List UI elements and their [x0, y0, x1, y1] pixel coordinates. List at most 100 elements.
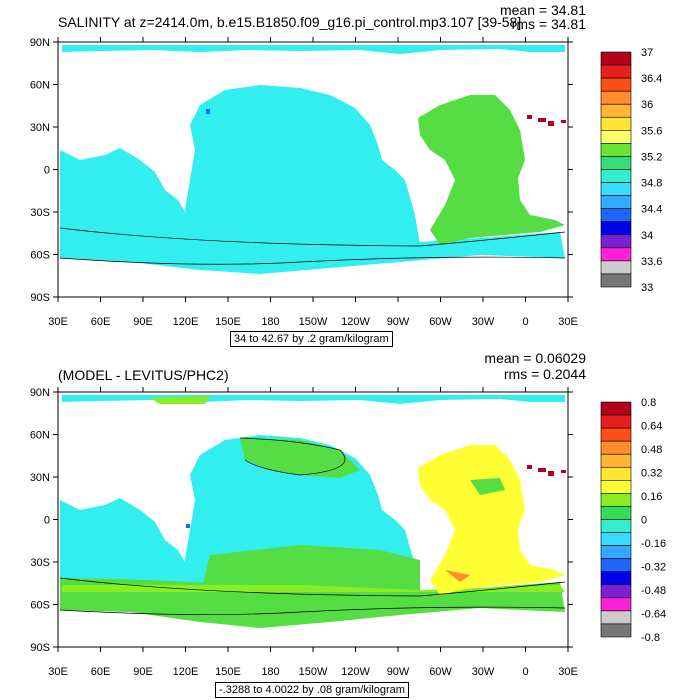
colorbar-label: 37: [641, 47, 653, 59]
lon-label: 60E: [91, 666, 111, 678]
colorbar-swatch: [600, 90, 632, 105]
panel-2-range-label: -.3288 to 4.0022 by .08 gram/kilogram: [215, 682, 409, 698]
lon-label: 90E: [133, 316, 153, 328]
colorbar-swatch: [600, 103, 632, 118]
panel-1-map: [58, 42, 568, 297]
lon-label: 150W: [299, 666, 328, 678]
colorbar-label: 0: [641, 515, 647, 527]
colorbar-label: -0.16: [641, 538, 666, 550]
lon-label: 60W: [429, 316, 452, 328]
lat-label: 30S: [30, 557, 50, 569]
colorbar-swatch: [600, 169, 632, 183]
colorbar-swatch: [600, 182, 632, 196]
colorbar-swatch: [600, 401, 632, 416]
colorbar-swatch: [600, 260, 632, 275]
lat-label: 60S: [30, 250, 50, 262]
colorbar-swatch: [600, 208, 632, 223]
lat-label: 90N: [30, 37, 50, 49]
colorbar-swatch: [600, 64, 632, 79]
colorbar-swatch: [600, 51, 632, 66]
colorbar-swatch: [600, 116, 632, 131]
colorbar-swatch: [600, 545, 632, 559]
lon-label: 150W: [299, 316, 328, 328]
colorbar-swatch: [600, 597, 632, 612]
lon-label: 30W: [472, 316, 495, 328]
panel-2-mean: mean = 0.06029: [484, 350, 586, 366]
colorbar-swatch: [600, 453, 632, 468]
lat-label: 30N: [30, 472, 50, 484]
colorbar-label: -0.64: [641, 609, 666, 621]
panel-2-map: [58, 392, 568, 647]
colorbar-swatch: [600, 610, 632, 625]
panel-2-rms: rms = 0.2044: [503, 366, 586, 382]
lon-label: 120E: [173, 666, 199, 678]
colorbar-swatch: [600, 77, 632, 92]
colorbar-swatch: [600, 156, 632, 170]
colorbar-label: 33.6: [641, 256, 662, 268]
panel-2-title: (MODEL - LEVITUS/PHC2): [58, 367, 229, 383]
colorbar-swatch: [600, 584, 632, 599]
colorbar-swatch: [600, 440, 632, 455]
lon-label: 90W: [387, 666, 410, 678]
lon-label: 180: [261, 316, 279, 328]
lon-label: 60E: [91, 316, 111, 328]
colorbar-label: 34.8: [641, 178, 662, 190]
colorbar-label: 35.6: [641, 125, 662, 137]
colorbar-label: 0.32: [641, 468, 662, 480]
lon-label: 30E: [558, 316, 578, 328]
colorbar-label: 0.48: [641, 444, 662, 456]
lon-label: 30W: [472, 666, 495, 678]
lon-label: 60W: [429, 666, 452, 678]
colorbar-label: 0.64: [641, 421, 662, 433]
lon-label: 30E: [558, 666, 578, 678]
colorbar-swatch: [600, 247, 632, 262]
lat-label: 0: [44, 165, 50, 177]
colorbar-swatch: [600, 493, 632, 507]
lon-label: 150E: [215, 666, 241, 678]
colorbars: 37 36.4 36 35.6 35.2 34.8 34.4 34 33.6 33 0.8 0.64 0…: [600, 47, 666, 644]
lat-label: 60S: [30, 600, 50, 612]
lon-label: 150E: [215, 316, 241, 328]
colorbar-label: 36.4: [641, 73, 662, 85]
colorbar-label: 34: [641, 230, 653, 242]
colorbar-swatch: [600, 414, 632, 429]
colorbar-swatch: [600, 143, 632, 157]
lon-label: 90W: [387, 316, 410, 328]
colorbar-swatch: [600, 273, 632, 288]
colorbar-swatch: [600, 532, 632, 546]
colorbar-label: 33: [641, 282, 653, 294]
colorbar-swatch: [600, 130, 632, 144]
lon-label: 120W: [341, 316, 370, 328]
lat-label: 90S: [30, 642, 50, 654]
lat-label: 30N: [30, 122, 50, 134]
colorbar-swatch: [600, 571, 632, 586]
colorbar-swatch: [600, 427, 632, 442]
colorbar-label: 36: [641, 99, 653, 111]
lat-label: 0: [44, 515, 50, 527]
lon-label: 120E: [173, 316, 199, 328]
colorbar-swatch: [600, 519, 632, 533]
panel-1-rms: rms = 34.81: [511, 16, 586, 32]
colorbar-label: 0.8: [641, 397, 656, 409]
colorbar-swatch: [600, 221, 632, 236]
colorbar-label: 34.4: [641, 204, 662, 216]
axes: 90N 60N 30N 0 30S 60S 90S 30E 60E 90E 120E 150E 180 1…: [30, 37, 578, 678]
colorbar-swatch: [600, 623, 632, 638]
colorbar-label: -0.8: [641, 632, 660, 644]
lon-label: 0: [522, 316, 528, 328]
lat-label: 60N: [30, 80, 50, 92]
lat-label: 90S: [30, 292, 50, 304]
lon-label: 30E: [48, 316, 68, 328]
colorbar-swatch: [600, 466, 632, 481]
panel-1-title: SALINITY at z=2414.0m, b.e15.B1850.f09_g…: [58, 14, 522, 30]
lon-label: 180: [261, 666, 279, 678]
panel-1-range-label: 34 to 42.67 by .2 gram/kilogram: [230, 331, 393, 347]
lon-label: 120W: [341, 666, 370, 678]
colorbar-label: 0.16: [641, 491, 662, 503]
lon-label: 90E: [133, 666, 153, 678]
colorbar-swatch: [600, 558, 632, 573]
colorbar-label: 35.2: [641, 151, 662, 163]
colorbar-swatch: [600, 480, 632, 494]
lat-label: 60N: [30, 430, 50, 442]
